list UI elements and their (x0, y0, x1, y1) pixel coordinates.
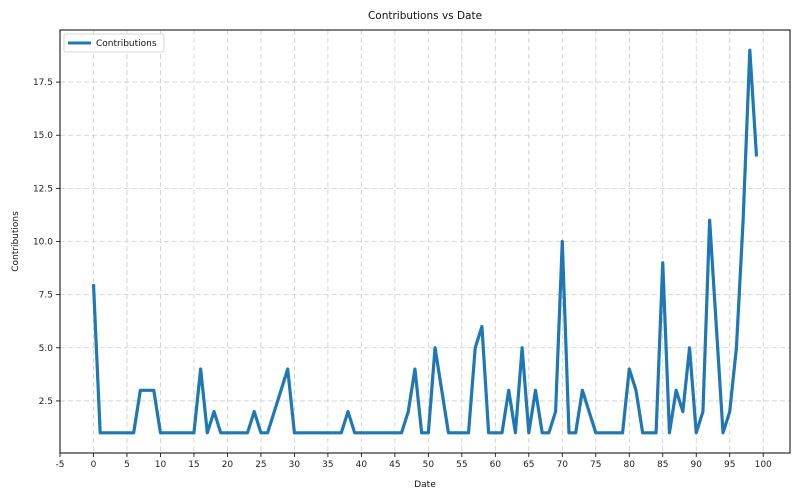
grid (59, 30, 790, 453)
x-tick-label: 5 (124, 460, 130, 470)
y-axis-title: Contributions (11, 211, 21, 272)
y-tick-label: 12.5 (33, 184, 53, 194)
y-tick-label: 5.0 (39, 344, 54, 354)
x-tick-label: 45 (389, 460, 400, 470)
legend-label: Contributions (96, 39, 157, 49)
y-axis: 2.5 5.0 7.5 10.0 12.5 15.0 17.5 (33, 78, 60, 407)
x-tick-label: 40 (356, 460, 368, 470)
x-tick-label: 90 (691, 460, 703, 470)
x-axis: -5 0 5 10 15 20 25 30 35 40 45 50 55 60 65 70 75 80 85 90 95… (56, 453, 772, 470)
chart-title: Contributions vs Date (368, 10, 482, 22)
y-tick-label: 2.5 (39, 397, 53, 407)
x-tick-label: 15 (188, 460, 199, 470)
x-tick-label: 80 (624, 460, 636, 470)
legend-box (63, 33, 165, 53)
x-tick-label: 10 (155, 460, 167, 470)
x-tick-label: 55 (456, 460, 467, 470)
x-tick-label: 35 (322, 460, 333, 470)
x-tick-label: 100 (755, 460, 772, 470)
x-tick-label: 50 (423, 460, 435, 470)
legend: Contributions (63, 33, 165, 53)
x-tick-label: 0 (91, 460, 97, 470)
x-tick-label: -5 (56, 460, 65, 470)
x-tick-label: 25 (255, 460, 266, 470)
series-layer (91, 48, 759, 435)
series-line-contributions (91, 48, 759, 435)
x-axis-title: Date (414, 480, 436, 490)
y-tick-label: 10.0 (33, 238, 53, 248)
x-tick-label: 30 (289, 460, 301, 470)
x-tick-label: 70 (557, 460, 569, 470)
y-tick-label: 7.5 (39, 291, 53, 301)
y-tick-label: 15.0 (33, 131, 53, 141)
x-tick-label: 60 (490, 460, 502, 470)
x-tick-label: 85 (657, 460, 668, 470)
y-tick-label: 17.5 (33, 78, 53, 88)
x-tick-label: 65 (523, 460, 534, 470)
x-tick-label: 20 (222, 460, 234, 470)
x-tick-label: 75 (590, 460, 601, 470)
x-tick-label: 95 (724, 460, 735, 470)
